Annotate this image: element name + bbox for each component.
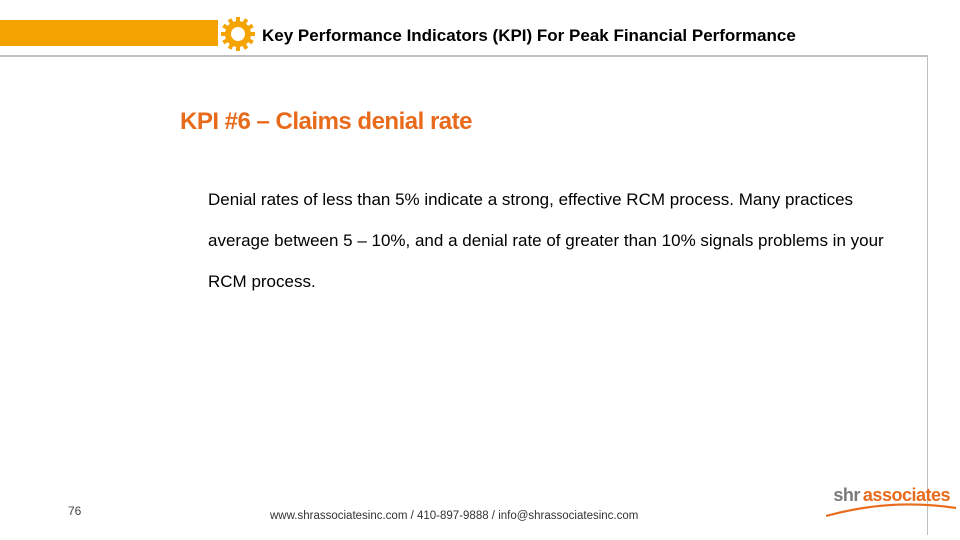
body-paragraph: Denial rates of less than 5% indicate a …	[208, 180, 888, 302]
right-rule	[927, 55, 928, 535]
accent-bar	[0, 20, 218, 46]
swoosh-icon	[826, 502, 956, 518]
page-number: 76	[68, 504, 81, 518]
top-divider	[0, 55, 928, 57]
footer-contact: www.shrassociatesinc.com / 410-897-9888 …	[270, 510, 638, 522]
gear-icon	[220, 16, 256, 52]
slide: Key Performance Indicators (KPI) For Pea…	[0, 0, 960, 540]
header-title: Key Performance Indicators (KPI) For Pea…	[262, 26, 796, 46]
kpi-heading: KPI #6 – Claims denial rate	[180, 108, 472, 136]
